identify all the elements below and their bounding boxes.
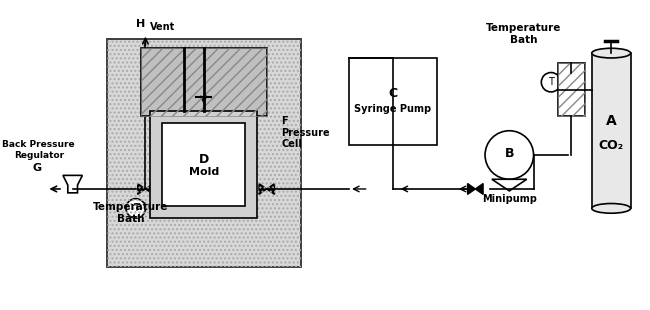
Text: T: T <box>133 203 138 213</box>
Text: Syringe Pump: Syringe Pump <box>354 104 432 114</box>
Bar <box>150 111 257 218</box>
Text: CO₂: CO₂ <box>599 139 624 152</box>
Text: Mold: Mold <box>188 167 219 177</box>
Text: T: T <box>548 77 554 87</box>
Polygon shape <box>259 184 266 194</box>
Text: B: B <box>504 147 514 160</box>
Bar <box>162 123 245 206</box>
Text: Temperature
Bath: Temperature Bath <box>93 202 168 224</box>
Text: Minipump: Minipump <box>482 194 537 204</box>
Text: F
Pressure
Cell: F Pressure Cell <box>281 116 330 149</box>
Text: Vent: Vent <box>150 22 176 32</box>
Bar <box>140 48 266 116</box>
Text: A: A <box>606 114 617 128</box>
Text: Back Pressure
Regulator: Back Pressure Regulator <box>3 140 75 160</box>
Bar <box>592 53 630 208</box>
Bar <box>107 38 301 267</box>
Text: D: D <box>198 153 209 166</box>
Ellipse shape <box>592 48 630 58</box>
Bar <box>140 48 266 116</box>
Circle shape <box>541 73 561 92</box>
Polygon shape <box>266 184 274 194</box>
Text: C: C <box>388 87 397 100</box>
Polygon shape <box>475 184 483 194</box>
Bar <box>107 38 301 267</box>
Polygon shape <box>63 175 83 193</box>
Polygon shape <box>467 184 475 194</box>
Bar <box>558 63 585 116</box>
Bar <box>349 58 437 145</box>
Circle shape <box>126 199 146 218</box>
Text: G: G <box>32 163 42 173</box>
Bar <box>558 63 585 116</box>
Polygon shape <box>146 184 153 194</box>
Ellipse shape <box>592 204 630 213</box>
Polygon shape <box>138 184 146 194</box>
Circle shape <box>485 131 534 179</box>
Polygon shape <box>492 179 526 191</box>
Text: Temperature
Bath: Temperature Bath <box>486 23 562 45</box>
Text: H: H <box>136 19 145 29</box>
